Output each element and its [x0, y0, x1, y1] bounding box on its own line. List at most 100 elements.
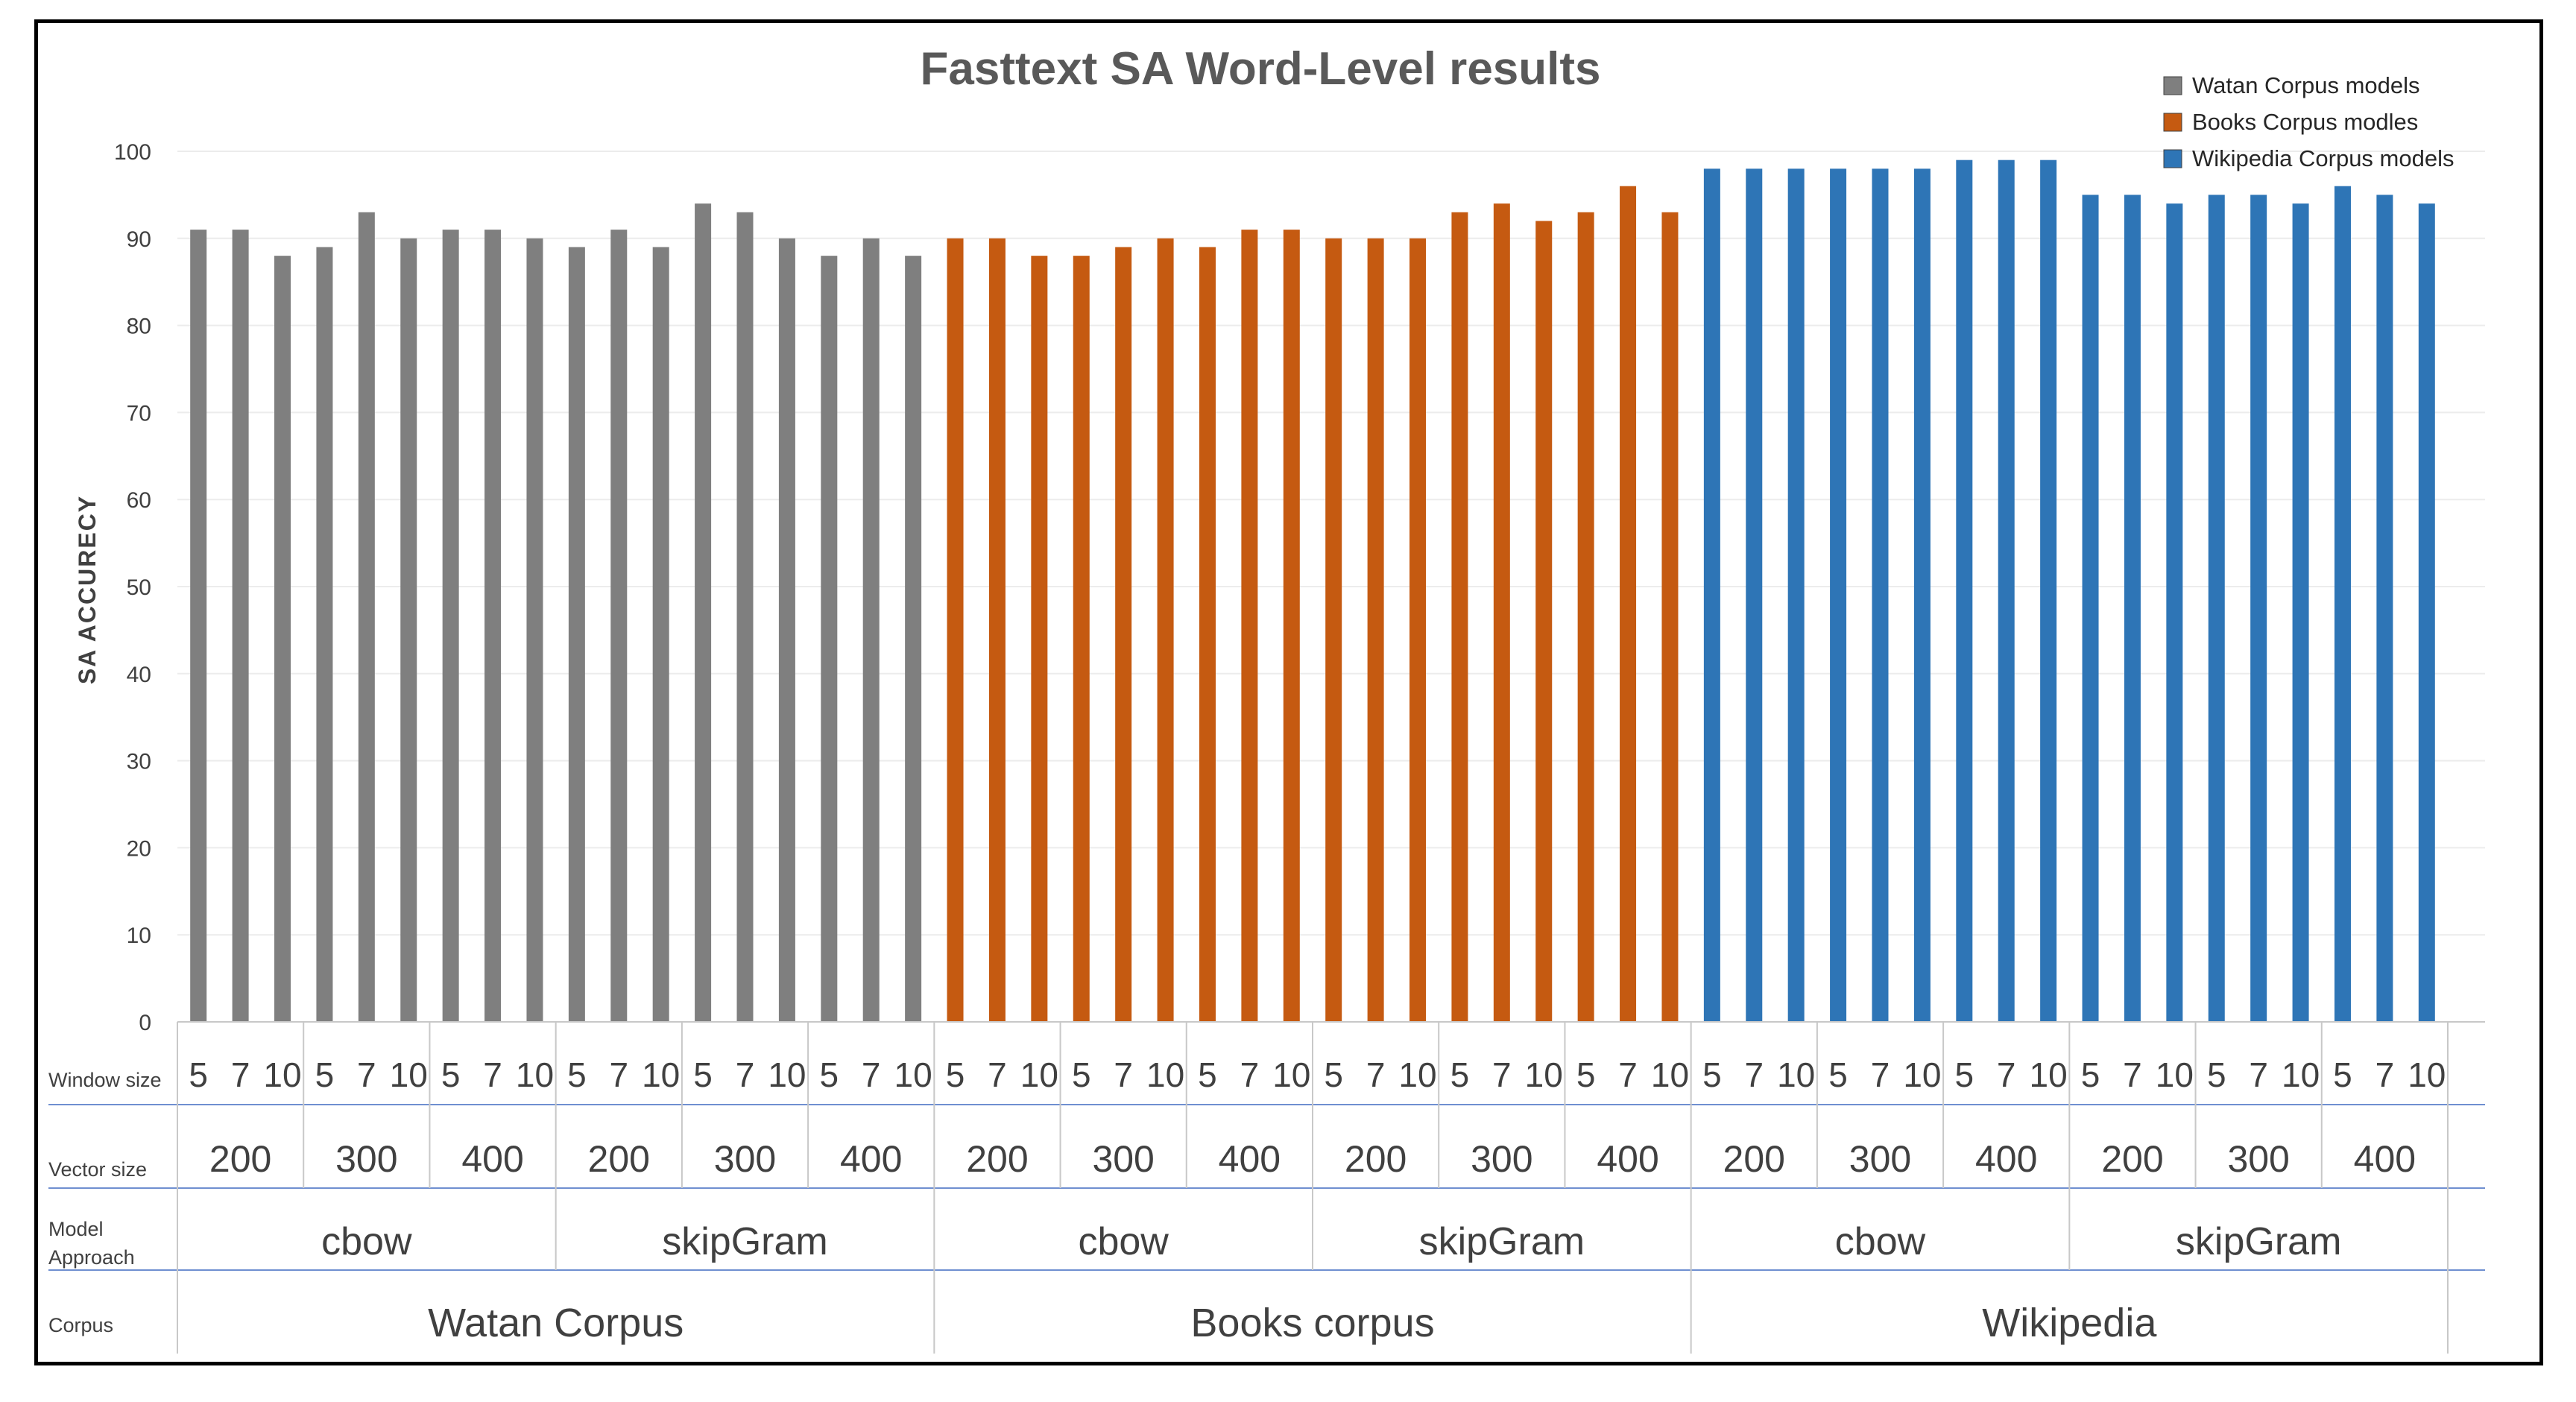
bar-1-18	[905, 256, 922, 1022]
vector-size-label: 200	[1345, 1138, 1407, 1180]
vector-size-label: 400	[2354, 1138, 2416, 1180]
chart-title: Fasttext SA Word-Level results	[920, 43, 1600, 95]
bar-2-15	[1535, 221, 1553, 1023]
row-label-vector-size: Vector size	[48, 1158, 147, 1181]
window-size-label: 7	[1492, 1055, 1512, 1094]
window-size-label: 7	[862, 1055, 881, 1094]
y-tick-label-80: 80	[127, 315, 151, 339]
window-size-label: 7	[609, 1055, 628, 1094]
window-size-label: 5	[2207, 1055, 2226, 1094]
window-size-label: 7	[357, 1055, 376, 1094]
window-size-label: 5	[1072, 1055, 1091, 1094]
model-approach-label: skipGram	[662, 1220, 827, 1263]
window-size-label: 5	[567, 1055, 587, 1094]
bar-3-8	[1998, 160, 2015, 1023]
window-size-label: 5	[1198, 1055, 1217, 1094]
chart-frame: 0 10 20 30 40 50 60 70 80 90 100 Window size Vector…	[34, 19, 2543, 1365]
y-axis-title: SA ACCURECY	[74, 495, 101, 684]
window-size-label: 7	[1366, 1055, 1386, 1094]
bar-3-10	[2082, 195, 2099, 1022]
row-label-model: Model	[48, 1218, 104, 1240]
window-size-label: 5	[2081, 1055, 2100, 1094]
vector-size-label: 400	[461, 1138, 523, 1180]
vector-size-label: 400	[1597, 1138, 1658, 1180]
window-size-label: 7	[2375, 1055, 2395, 1094]
bar-1-3	[274, 256, 291, 1022]
y-tick-label-30: 30	[127, 750, 151, 774]
window-size-label: 5	[820, 1055, 839, 1094]
bar-3-13	[2208, 195, 2225, 1022]
bar-2-6	[1157, 238, 1174, 1022]
legend-label-1: Watan Corpus models	[2192, 72, 2420, 98]
bar-1-5	[358, 212, 375, 1022]
window-size-label: 7	[1240, 1055, 1260, 1094]
window-size-label: 10	[1777, 1055, 1815, 1094]
bar-1-16	[821, 256, 838, 1022]
window-size-label: 10	[390, 1055, 428, 1094]
window-size-label: 10	[1525, 1055, 1563, 1094]
vector-size-label: 200	[2101, 1138, 2163, 1180]
bar-2-8	[1241, 230, 1258, 1022]
window-size-label: 7	[1997, 1055, 2016, 1094]
bar-2-17	[1620, 186, 1637, 1023]
window-size-label: 5	[693, 1055, 713, 1094]
window-size-label: 10	[1398, 1055, 1436, 1094]
bar-3-15	[2292, 203, 2309, 1022]
model-approach-label: cbow	[1835, 1220, 1926, 1263]
model-approach-label: cbow	[321, 1220, 412, 1263]
legend-label-3: Wikipedia Corpus models	[2192, 145, 2454, 171]
bars	[190, 160, 2435, 1023]
corpus-label: Wikipedia	[1982, 1301, 2157, 1345]
window-size-label: 10	[2408, 1055, 2446, 1094]
window-size-label: 7	[1744, 1055, 1764, 1094]
bar-3-4	[1830, 168, 1847, 1023]
legend-swatch-1	[2163, 76, 2182, 95]
bar-2-2	[988, 238, 1006, 1022]
window-size-label: 7	[988, 1055, 1007, 1094]
bar-3-5	[1872, 168, 1889, 1023]
window-size-label: 7	[736, 1055, 755, 1094]
window-size-label: 5	[946, 1055, 965, 1094]
y-tick-label-40: 40	[127, 663, 151, 687]
window-size-label: 7	[1618, 1055, 1638, 1094]
bar-2-9	[1283, 230, 1300, 1022]
bar-2-7	[1199, 247, 1216, 1023]
window-size-label: 10	[516, 1055, 554, 1094]
y-tick-label-60: 60	[127, 488, 151, 513]
bar-3-11	[2124, 195, 2141, 1022]
y-tick-label-20: 20	[127, 836, 151, 861]
vector-size-label: 300	[714, 1138, 776, 1180]
vector-size-label: 300	[2227, 1138, 2289, 1180]
bar-3-17	[2376, 195, 2393, 1022]
vector-size-label: 200	[588, 1138, 650, 1180]
bar-1-10	[568, 247, 585, 1023]
model-approach-label: skipGram	[2176, 1220, 2341, 1263]
window-size-label: 5	[441, 1055, 461, 1094]
bar-1-14	[736, 212, 754, 1022]
window-size-label: 5	[1324, 1055, 1343, 1094]
bar-2-18	[1661, 212, 1679, 1022]
vector-size-label: 400	[1219, 1138, 1281, 1180]
category-table: Window size Vector size Model Approach Corpu…	[48, 1021, 2485, 1354]
window-size-label: 7	[1871, 1055, 1890, 1094]
vector-size-label: 200	[1723, 1138, 1785, 1180]
bar-3-9	[2040, 160, 2057, 1023]
window-size-label: 10	[1651, 1055, 1689, 1094]
window-size-label: 10	[1903, 1055, 1941, 1094]
y-axis: 0 10 20 30 40 50 60 70 80 90 100	[114, 140, 151, 1035]
window-size-label: 7	[231, 1055, 250, 1094]
legend-label-2: Books Corpus modles	[2192, 109, 2418, 135]
model-approach-label: cbow	[1078, 1220, 1169, 1263]
bar-2-4	[1073, 256, 1090, 1022]
window-size-label: 5	[315, 1055, 335, 1094]
vector-size-label: 300	[1092, 1138, 1154, 1180]
bar-1-4	[316, 247, 333, 1023]
bar-1-17	[862, 238, 880, 1022]
chart-svg: 0 10 20 30 40 50 60 70 80 90 100 Window size Vector…	[48, 43, 2485, 1354]
bar-3-16	[2334, 186, 2351, 1023]
bar-2-1	[947, 238, 964, 1022]
window-size-label: 5	[1576, 1055, 1596, 1094]
window-size-label: 10	[2156, 1055, 2194, 1094]
window-size-label: 10	[642, 1055, 680, 1094]
window-size-label: 7	[2123, 1055, 2142, 1094]
